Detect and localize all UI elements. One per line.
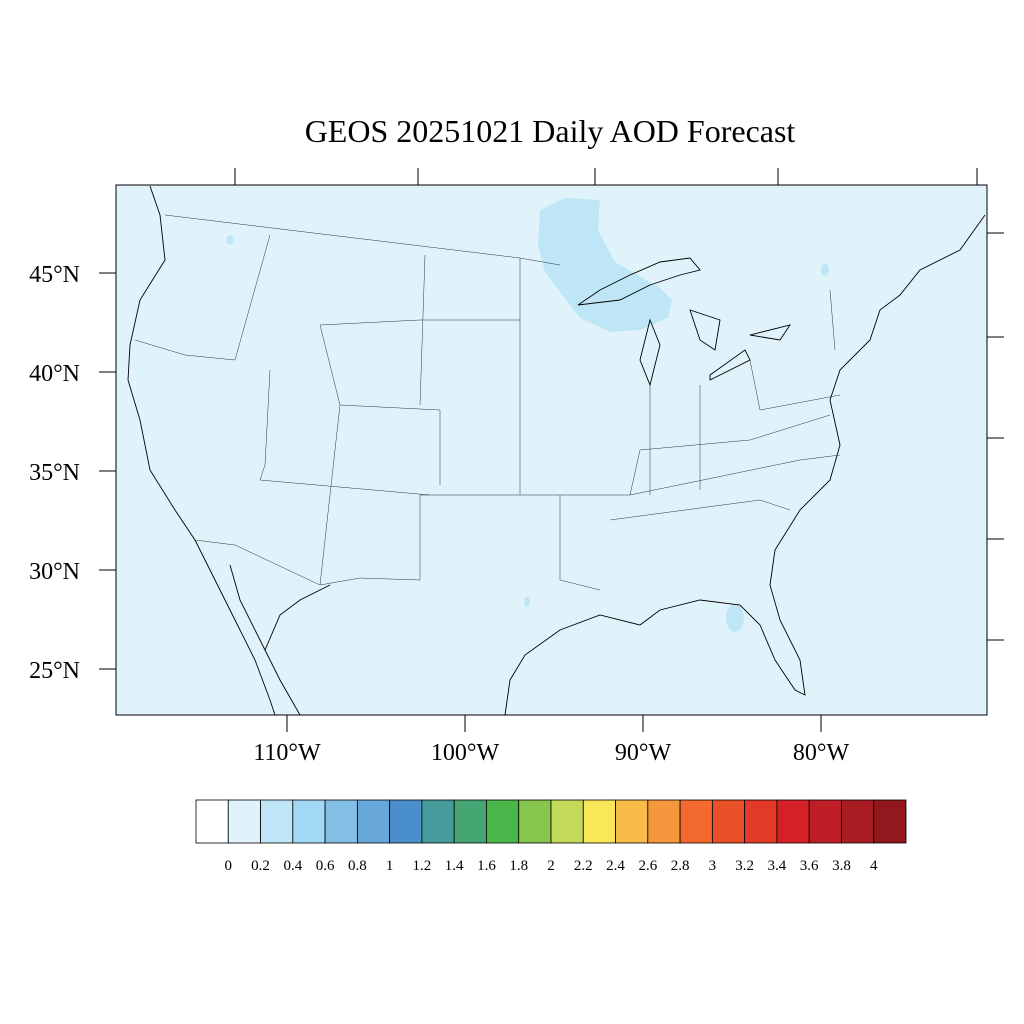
coastline [504, 214, 986, 716]
colorbar-box [647, 799, 681, 844]
colorbar-box [679, 799, 713, 844]
colorbar-box [518, 799, 552, 844]
colorbar-label: 0.2 [251, 858, 270, 874]
lon-label: 100°W [431, 740, 500, 766]
colorbar-label: 0.6 [316, 858, 335, 874]
lat-label: 40°N [29, 361, 80, 387]
colorbar-box [873, 799, 907, 844]
colorbar-box [808, 799, 842, 844]
colorbar-box [356, 799, 391, 844]
lat-label: 25°N [29, 658, 80, 684]
colorbar-box [260, 799, 294, 844]
colorbar-label: 1.6 [477, 858, 496, 874]
lat-label: 45°N [29, 262, 80, 288]
colorbar-label: 3.4 [768, 858, 787, 874]
frame-ticks [99, 168, 1004, 732]
axis-labels: 45°N 40°N 35°N 30°N 25°N 110°W 100°W 90°W 80°W [29, 262, 849, 766]
colorbar-box [776, 799, 810, 844]
aod-region [524, 597, 530, 607]
colorbar-label: 1 [386, 858, 394, 874]
colorbar-box [582, 799, 616, 844]
aod-region [726, 604, 744, 632]
lon-label: 110°W [253, 740, 321, 766]
colorbar-box [615, 799, 649, 844]
colorbar-box [292, 799, 326, 844]
colorbar-box [195, 799, 229, 844]
border [134, 214, 841, 591]
colorbar-label: 1.8 [509, 858, 528, 874]
colorbar-label: 2.2 [574, 858, 593, 874]
coastline [229, 564, 331, 716]
colorbar-box [389, 799, 423, 844]
aod-region [821, 264, 829, 276]
lon-label: 90°W [615, 740, 672, 766]
colorbar-label: 3 [709, 858, 717, 874]
colorbar-box [453, 799, 487, 844]
colorbar-box [841, 799, 875, 844]
lon-label: 80°W [793, 740, 850, 766]
colorbar-box [711, 799, 746, 844]
colorbar-label: 1.2 [413, 858, 432, 874]
colorbar-label: 0.8 [348, 858, 367, 874]
colorbar-label: 4 [870, 858, 878, 874]
colorbar-label: 0 [225, 858, 233, 874]
colorbar-box [227, 799, 261, 844]
colorbar-label: 3.2 [735, 858, 754, 874]
colorbar-label: 2.8 [671, 858, 690, 874]
colorbar-label: 1.4 [445, 858, 464, 874]
colorbar-box [486, 799, 520, 844]
colorbar-label: 3.8 [832, 858, 851, 874]
colorbar-label: 0.4 [283, 858, 302, 874]
colorbar-label: 3.6 [800, 858, 819, 874]
aod-region [226, 235, 234, 245]
map-title: GEOS 20251021 Daily AOD Forecast [305, 113, 796, 149]
colorbar-box [324, 799, 358, 844]
colorbar: 0 0.2 0.4 0.6 0.8 1 1.2 1.4 1.6 1.8 2 2.2 2.4 2.6 2.8 3… [195, 799, 907, 874]
lat-label: 30°N [29, 559, 80, 585]
colorbar-box [550, 799, 584, 844]
coastline [127, 185, 276, 716]
aod-region [538, 198, 672, 332]
colorbar-label: 2.4 [606, 858, 625, 874]
lat-label: 35°N [29, 460, 80, 486]
colorbar-label: 2.6 [638, 858, 657, 874]
colorbar-box [421, 799, 455, 844]
colorbar-label: 2 [547, 858, 555, 874]
colorbar-box [744, 799, 778, 844]
map [99, 168, 1004, 732]
map-frame [115, 184, 988, 716]
